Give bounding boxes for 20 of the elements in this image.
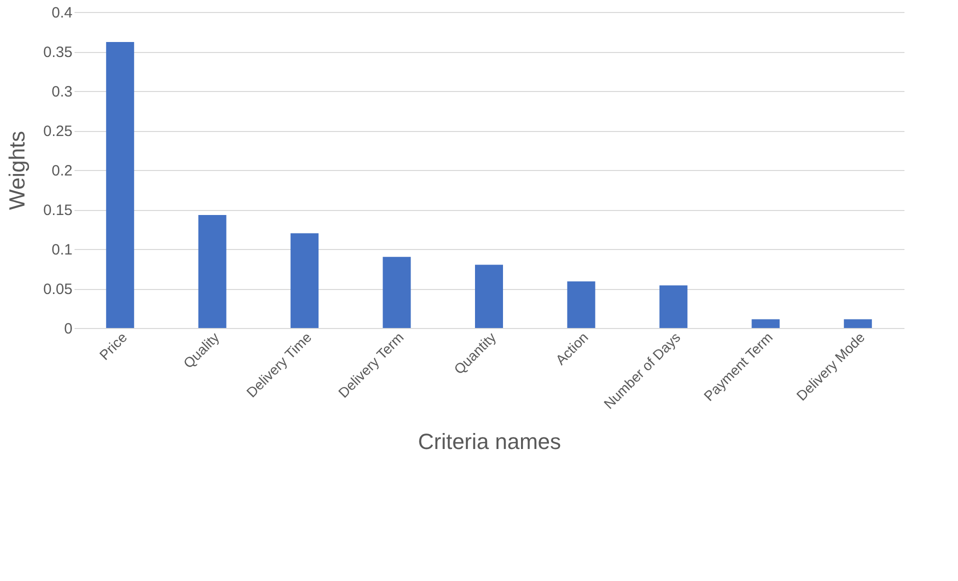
bar — [475, 264, 503, 328]
y-tick-label: 0 — [64, 320, 72, 338]
y-axis-title: Weights — [4, 130, 30, 210]
x-axis-title: Criteria names — [418, 428, 562, 454]
y-tick-label: 0.3 — [52, 84, 72, 100]
bar — [290, 233, 319, 328]
y-tick-label: 0.1 — [52, 242, 72, 258]
y-tick-label: 0.35 — [43, 44, 72, 61]
bar — [844, 319, 872, 328]
y-tick-label: 0.15 — [43, 202, 72, 219]
bar — [198, 215, 226, 328]
bar — [567, 281, 596, 328]
bar — [382, 256, 411, 328]
y-tick-label: 0.05 — [43, 281, 72, 298]
bar — [659, 285, 688, 328]
bar — [106, 42, 134, 328]
y-tick-label: 0.25 — [43, 123, 72, 140]
y-tick-label: 0.2 — [52, 162, 72, 180]
y-tick-label: 0.4 — [52, 4, 72, 22]
bar — [752, 319, 780, 328]
